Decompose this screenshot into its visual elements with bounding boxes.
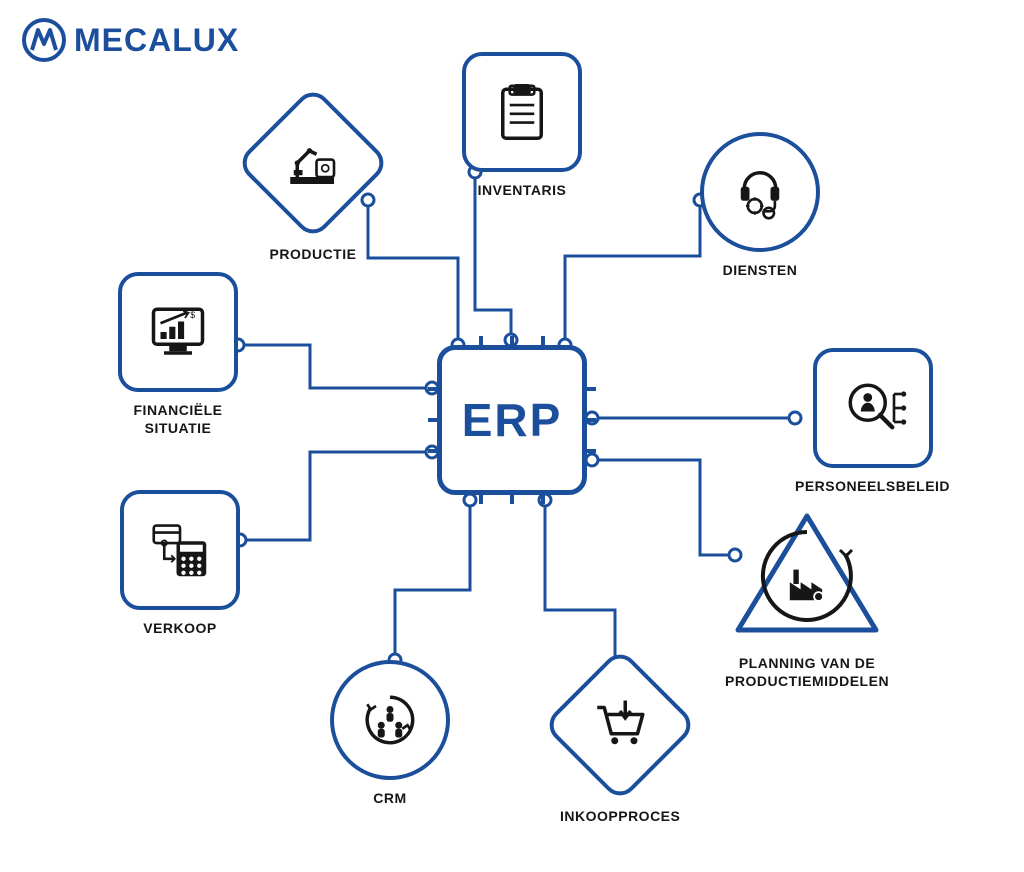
node-box-diensten (700, 132, 820, 252)
headset-gears-icon (725, 157, 795, 227)
node-box-inventaris (462, 52, 582, 172)
node-inkoop: INKOOPPROCES (560, 670, 680, 826)
node-label-diensten: DIENSTEN (723, 262, 798, 280)
node-box-personeel (813, 348, 933, 468)
node-box-financiele (118, 272, 238, 392)
node-verkoop: VERKOOP (120, 490, 240, 638)
node-label-planning: PLANNING VAN DE PRODUCTIEMIDDELEN (725, 655, 889, 690)
node-label-personeel: PERSONEELSBELEID (795, 478, 950, 496)
node-box-inkoop (542, 647, 698, 803)
node-label-inkoop: INKOOPPROCES (560, 808, 680, 826)
node-label-crm: CRM (373, 790, 406, 808)
node-box-planning (732, 510, 882, 645)
robot-arm-icon (278, 128, 348, 198)
node-label-financiele: FINANCIËLE SITUATIE (134, 402, 223, 437)
node-diensten: DIENSTEN (700, 132, 820, 280)
node-personeel: PERSONEELSBELEID (795, 348, 950, 496)
cart-download-icon (585, 690, 655, 760)
people-cycle-icon (355, 685, 425, 755)
node-label-productie: PRODUCTIE (270, 246, 357, 264)
node-label-inventaris: INVENTARIS (478, 182, 567, 200)
clipboard-icon (487, 77, 557, 147)
monitor-chart-icon (143, 297, 213, 367)
node-box-productie (235, 85, 391, 241)
nodes-layer: INVENTARIS PRODUCTIE DIENSTEN FINANCIËLE SI… (0, 0, 1024, 872)
calculator-card-icon (145, 515, 215, 585)
node-inventaris: INVENTARIS (462, 52, 582, 200)
node-box-crm (330, 660, 450, 780)
node-box-verkoop (120, 490, 240, 610)
node-label-verkoop: VERKOOP (143, 620, 217, 638)
node-financiele: FINANCIËLE SITUATIE (118, 272, 238, 437)
magnify-person-icon (838, 373, 908, 443)
node-planning: PLANNING VAN DE PRODUCTIEMIDDELEN (725, 510, 889, 690)
node-productie: PRODUCTIE (258, 108, 368, 264)
node-crm: CRM (330, 660, 450, 808)
